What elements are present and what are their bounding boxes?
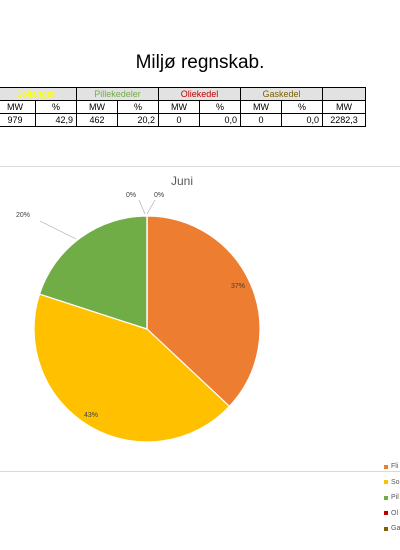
- energy-table: Solfanger Pillekedeler Oliekedel Gaskede…: [0, 87, 366, 127]
- table-group-header-row: Solfanger Pillekedeler Oliekedel Gaskede…: [0, 87, 366, 101]
- legend-item-so: So: [384, 475, 400, 491]
- legend-swatch: [384, 526, 388, 531]
- data-label-ol: 0%: [126, 192, 136, 199]
- legend-swatch: [384, 495, 388, 500]
- group-header-pillekedeler: Pillekedeler: [76, 87, 159, 101]
- unit-cell: MW: [158, 100, 200, 114]
- data-label-pil: 20%: [16, 212, 30, 219]
- data-label-ga: 0%: [154, 192, 164, 199]
- label-leader-line: [138, 199, 146, 215]
- pie-slice-so: [33, 293, 231, 443]
- chart-area: Juni 37% 43% 20% 0% 0% Fli So Pil Ol Ga: [0, 166, 400, 532]
- legend-item-fli: Fli: [384, 459, 400, 475]
- legend-item-ga: Ga: [384, 521, 400, 537]
- page-title: Miljø regnskab.: [135, 52, 265, 73]
- pie-slice-fli: [146, 215, 261, 408]
- value-cell: 2282,3: [322, 113, 366, 127]
- label-leader-line: [39, 220, 77, 240]
- unit-cell: %: [281, 100, 323, 114]
- value-cell: 42,9: [35, 113, 77, 127]
- data-label-fli: 37%: [231, 283, 245, 290]
- unit-cell: MW: [76, 100, 118, 114]
- table-units-row: MW % MW % MW % MW % MW: [0, 100, 366, 114]
- group-header-solfanger: Solfanger: [0, 87, 77, 101]
- legend-label: So: [391, 478, 400, 486]
- value-cell: 462: [76, 113, 118, 127]
- legend-swatch: [384, 464, 388, 469]
- chart-title: Juni: [171, 174, 193, 188]
- value-cell: 0,0: [199, 113, 241, 127]
- legend-label: Fli: [391, 463, 399, 471]
- legend-label: Ol: [391, 509, 398, 517]
- label-leader-line: [146, 199, 156, 215]
- data-label-so: 43%: [84, 412, 98, 419]
- value-cell: 0,0: [281, 113, 323, 127]
- group-header-oliekedel: Oliekedel: [158, 87, 241, 101]
- pie-slice-pil: [38, 215, 148, 330]
- legend-item-ol: Ol: [384, 506, 400, 522]
- table-values-row: 979 42,9 462 20,2 0 0,0 0 0,0 2282,3: [0, 113, 366, 127]
- unit-cell: %: [117, 100, 159, 114]
- unit-cell: MW: [240, 100, 282, 114]
- legend-item-pil: Pil: [384, 490, 400, 506]
- unit-cell: %: [199, 100, 241, 114]
- value-cell: 0: [240, 113, 282, 127]
- unit-cell: %: [35, 100, 77, 114]
- pie-chart: Juni 37% 43% 20% 0% 0%: [16, 174, 261, 443]
- legend-swatch: [384, 511, 388, 516]
- group-header-gaskedel: Gaskedel: [240, 87, 323, 101]
- unit-cell: MW: [322, 100, 366, 114]
- legend-label: Pil: [391, 494, 399, 502]
- value-cell: 0: [158, 113, 200, 127]
- legend-label: Ga: [391, 525, 400, 533]
- legend-swatch: [384, 480, 388, 485]
- group-header-total: [322, 87, 366, 101]
- value-cell: 979: [0, 113, 36, 127]
- chart-legend: Fli So Pil Ol Ga: [384, 459, 400, 537]
- value-cell: 20,2: [117, 113, 159, 127]
- unit-cell: MW: [0, 100, 36, 114]
